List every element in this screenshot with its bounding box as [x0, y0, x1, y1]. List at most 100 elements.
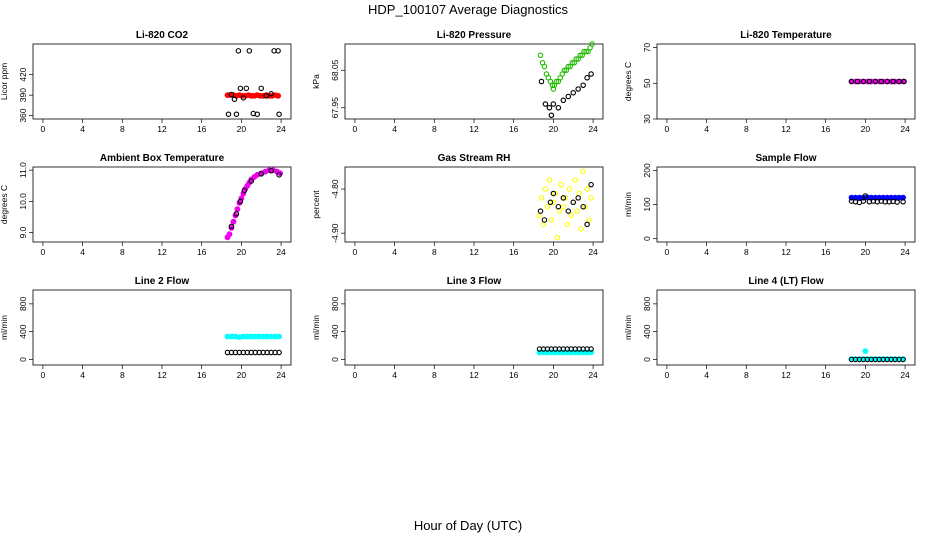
data-point [560, 195, 567, 201]
series-2 [848, 78, 907, 85]
y-axis-label: kPa [311, 74, 321, 89]
y-axis-label: ml/min [0, 315, 9, 340]
data-point [878, 78, 885, 85]
y-tick-label: 360 [18, 108, 28, 122]
data-point [254, 111, 261, 117]
x-tick-label: 8 [432, 247, 437, 257]
data-point [550, 101, 557, 107]
panel-title: Sample Flow [755, 153, 816, 164]
data-point [555, 203, 562, 210]
data-point [894, 199, 900, 205]
series-2 [228, 168, 282, 230]
data-point [583, 48, 589, 55]
data-point [536, 212, 543, 219]
data-point [555, 105, 562, 111]
y-tick-label: 420 [18, 67, 28, 81]
data-point [275, 48, 281, 54]
x-tick-label: 8 [744, 124, 749, 134]
data-point [580, 168, 586, 175]
x-tick-label: 0 [353, 370, 358, 380]
panel-8: Line 3 Flow 0 4 8 12 16 20 24 0 400 800 ml/min [311, 276, 604, 380]
series-2 [538, 71, 594, 119]
x-tick-label: 20 [237, 124, 247, 134]
data-point [258, 85, 264, 92]
y-tick-label: -4.80 [330, 179, 340, 199]
x-tick-label: 12 [469, 247, 479, 257]
panel-title: Li-820 Pressure [437, 30, 512, 41]
y-tick-label: 100 [642, 197, 652, 211]
x-tick-label: 0 [353, 124, 358, 134]
data-point [550, 190, 557, 197]
series-2 [537, 181, 594, 228]
data-point [565, 63, 572, 70]
x-axis-label: Hour of Day (UTC) [413, 518, 523, 533]
x-tick-label: 24 [900, 124, 910, 134]
data-point [552, 190, 559, 197]
x-tick-label: 0 [41, 247, 46, 257]
data-point [263, 93, 269, 99]
x-tick-label: 20 [549, 247, 559, 257]
panel-title: Gas Stream RH [438, 153, 511, 164]
data-point [556, 208, 563, 214]
data-point [553, 78, 560, 85]
x-tick-label: 24 [276, 370, 286, 380]
data-point [872, 78, 879, 85]
data-point [565, 93, 572, 100]
plot-frame [656, 166, 916, 243]
x-tick-label: 4 [392, 124, 397, 134]
x-tick-label: 20 [861, 247, 871, 257]
data-point [237, 198, 244, 205]
x-tick-label: 12 [157, 124, 167, 134]
data-point [578, 226, 584, 232]
x-tick-label: 16 [821, 124, 831, 134]
series-2 [224, 349, 282, 356]
y-tick-label: 0 [642, 357, 652, 362]
series-1 [224, 167, 283, 241]
panel-5: Gas Stream RH 0 4 8 12 16 20 24 -4.90 -4.80 percen… [311, 153, 604, 257]
data-point [226, 231, 233, 238]
data-point [541, 63, 548, 70]
series-2 [848, 193, 906, 206]
panel-title: Li-820 Temperature [740, 30, 832, 41]
data-point [560, 203, 567, 210]
x-tick-label: 12 [157, 370, 167, 380]
panel-1: Li-820 CO2 0 4 8 12 16 20 24 360 390 420 Licor ppm [0, 30, 292, 134]
data-point [237, 85, 244, 92]
panel-title: Line 4 (LT) Flow [748, 276, 824, 287]
data-point [542, 186, 549, 192]
x-tick-label: 4 [80, 124, 85, 134]
x-tick-label: 8 [120, 247, 125, 257]
series-1 [224, 333, 282, 341]
x-tick-label: 16 [197, 370, 207, 380]
y-tick-label: 11.0 [18, 162, 28, 178]
data-point [575, 86, 581, 92]
data-point [561, 67, 568, 74]
x-tick-label: 12 [469, 370, 479, 380]
data-point [573, 56, 579, 62]
data-point [540, 221, 547, 228]
data-point [258, 171, 264, 177]
y-axis-label: ml/min [311, 315, 321, 340]
data-point [230, 218, 237, 225]
x-tick-label: 16 [821, 370, 831, 380]
x-tick-label: 8 [744, 247, 749, 257]
y-axis-label: percent [311, 190, 321, 219]
data-point [562, 195, 569, 201]
data-point [565, 208, 572, 214]
data-point [228, 223, 235, 230]
y-tick-label: 67.95 [330, 97, 340, 119]
y-tick-label: 70 [642, 43, 652, 53]
y-tick-label: 800 [642, 297, 652, 311]
data-point [233, 211, 240, 217]
x-tick-label: 16 [821, 247, 831, 257]
x-tick-label: 20 [237, 247, 247, 257]
x-tick-label: 4 [392, 370, 397, 380]
x-tick-label: 24 [588, 247, 598, 257]
data-point [548, 217, 555, 223]
x-tick-label: 4 [392, 247, 397, 257]
data-point [276, 111, 282, 117]
data-point [537, 52, 544, 58]
data-point [276, 172, 282, 178]
plot-frame [32, 289, 292, 366]
x-tick-label: 0 [41, 124, 46, 134]
